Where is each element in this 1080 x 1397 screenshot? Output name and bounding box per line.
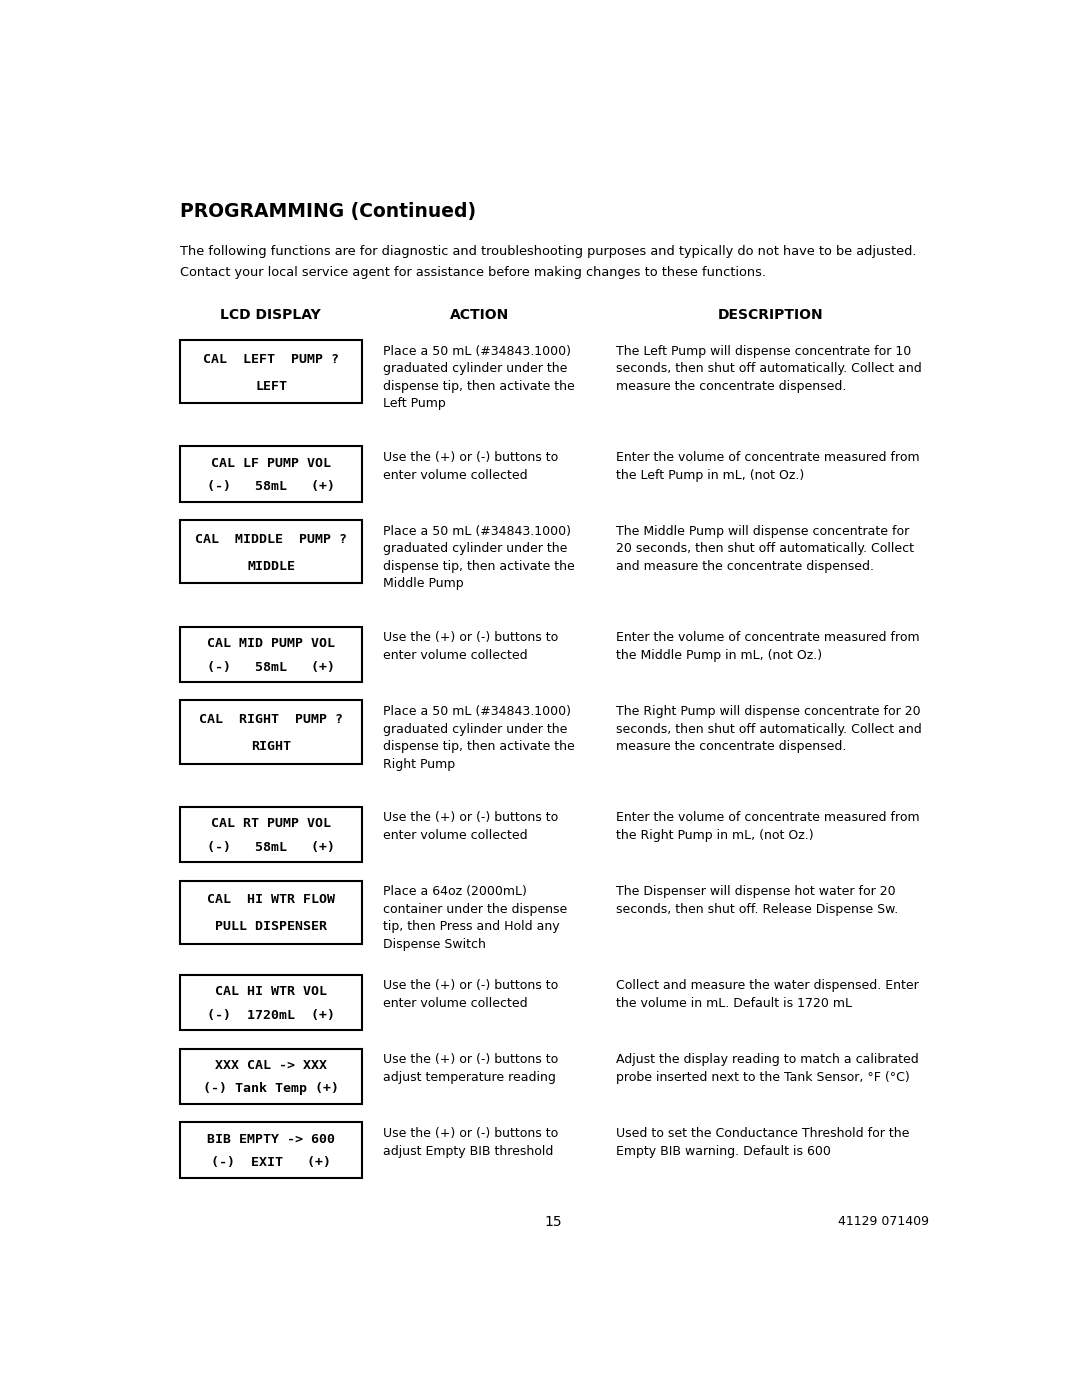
Text: PULL DISPENSER: PULL DISPENSER bbox=[215, 921, 327, 933]
Text: (-) Tank Temp (+): (-) Tank Temp (+) bbox=[203, 1083, 339, 1095]
Text: CAL  RIGHT  PUMP ?: CAL RIGHT PUMP ? bbox=[199, 712, 343, 726]
Text: DESCRIPTION: DESCRIPTION bbox=[718, 307, 823, 321]
FancyBboxPatch shape bbox=[180, 339, 362, 404]
Text: RIGHT: RIGHT bbox=[251, 740, 291, 753]
Text: (-)   58mL   (+): (-) 58mL (+) bbox=[207, 661, 335, 673]
Text: Contact your local service agent for assistance before making changes to these f: Contact your local service agent for ass… bbox=[180, 267, 766, 279]
FancyBboxPatch shape bbox=[180, 806, 362, 862]
FancyBboxPatch shape bbox=[180, 447, 362, 502]
Text: CAL RT PUMP VOL: CAL RT PUMP VOL bbox=[211, 817, 330, 830]
Text: LCD DISPLAY: LCD DISPLAY bbox=[220, 307, 321, 321]
Text: BIB EMPTY -> 600: BIB EMPTY -> 600 bbox=[207, 1133, 335, 1146]
Text: CAL  MIDDLE  PUMP ?: CAL MIDDLE PUMP ? bbox=[195, 532, 347, 546]
Text: (-)   58mL   (+): (-) 58mL (+) bbox=[207, 841, 335, 854]
FancyBboxPatch shape bbox=[180, 1122, 362, 1178]
Text: Use the (+) or (-) buttons to
adjust Empty BIB threshold: Use the (+) or (-) buttons to adjust Emp… bbox=[383, 1127, 558, 1158]
Text: Use the (+) or (-) buttons to
adjust temperature reading: Use the (+) or (-) buttons to adjust tem… bbox=[383, 1053, 558, 1084]
Text: Enter the volume of concentrate measured from
the Middle Pump in mL, (not Oz.): Enter the volume of concentrate measured… bbox=[616, 631, 919, 662]
Text: 41129 071409: 41129 071409 bbox=[838, 1215, 930, 1228]
FancyBboxPatch shape bbox=[180, 975, 362, 1030]
Text: The Middle Pump will dispense concentrate for
20 seconds, then shut off automati: The Middle Pump will dispense concentrat… bbox=[616, 525, 914, 573]
Text: CAL MID PUMP VOL: CAL MID PUMP VOL bbox=[207, 637, 335, 650]
Text: CAL HI WTR VOL: CAL HI WTR VOL bbox=[215, 985, 327, 997]
Text: PROGRAMMING (Continued): PROGRAMMING (Continued) bbox=[180, 203, 476, 221]
Text: The following functions are for diagnostic and troubleshooting purposes and typi: The following functions are for diagnost… bbox=[180, 244, 917, 257]
Text: Place a 50 mL (#34843.1000)
graduated cylinder under the
dispense tip, then acti: Place a 50 mL (#34843.1000) graduated cy… bbox=[383, 345, 575, 411]
Text: CAL  LEFT  PUMP ?: CAL LEFT PUMP ? bbox=[203, 352, 339, 366]
Text: 15: 15 bbox=[544, 1215, 563, 1229]
FancyBboxPatch shape bbox=[180, 520, 362, 584]
Text: Use the (+) or (-) buttons to
enter volume collected: Use the (+) or (-) buttons to enter volu… bbox=[383, 451, 558, 482]
Text: Place a 64oz (2000mL)
container under the dispense
tip, then Press and Hold any
: Place a 64oz (2000mL) container under th… bbox=[383, 886, 567, 951]
Text: Place a 50 mL (#34843.1000)
graduated cylinder under the
dispense tip, then acti: Place a 50 mL (#34843.1000) graduated cy… bbox=[383, 525, 575, 591]
Text: LEFT: LEFT bbox=[255, 380, 287, 393]
Text: The Right Pump will dispense concentrate for 20
seconds, then shut off automatic: The Right Pump will dispense concentrate… bbox=[616, 705, 921, 753]
Text: Enter the volume of concentrate measured from
the Left Pump in mL, (not Oz.): Enter the volume of concentrate measured… bbox=[616, 451, 919, 482]
FancyBboxPatch shape bbox=[180, 1049, 362, 1104]
Text: Used to set the Conductance Threshold for the
Empty BIB warning. Default is 600: Used to set the Conductance Threshold fo… bbox=[616, 1127, 909, 1158]
FancyBboxPatch shape bbox=[180, 880, 362, 944]
Text: CAL  HI WTR FLOW: CAL HI WTR FLOW bbox=[207, 893, 335, 907]
FancyBboxPatch shape bbox=[180, 627, 362, 682]
FancyBboxPatch shape bbox=[180, 700, 362, 764]
Text: Use the (+) or (-) buttons to
enter volume collected: Use the (+) or (-) buttons to enter volu… bbox=[383, 812, 558, 842]
Text: Use the (+) or (-) buttons to
enter volume collected: Use the (+) or (-) buttons to enter volu… bbox=[383, 631, 558, 662]
Text: Enter the volume of concentrate measured from
the Right Pump in mL, (not Oz.): Enter the volume of concentrate measured… bbox=[616, 812, 919, 842]
Text: The Dispenser will dispense hot water for 20
seconds, then shut off. Release Dis: The Dispenser will dispense hot water fo… bbox=[616, 886, 897, 916]
Text: The Left Pump will dispense concentrate for 10
seconds, then shut off automatica: The Left Pump will dispense concentrate … bbox=[616, 345, 921, 393]
Text: MIDDLE: MIDDLE bbox=[247, 560, 295, 573]
Text: (-)  1720mL  (+): (-) 1720mL (+) bbox=[207, 1009, 335, 1021]
Text: Collect and measure the water dispensed. Enter
the volume in mL. Default is 1720: Collect and measure the water dispensed.… bbox=[616, 979, 918, 1010]
Text: (-)   58mL   (+): (-) 58mL (+) bbox=[207, 481, 335, 493]
Text: Adjust the display reading to match a calibrated
probe inserted next to the Tank: Adjust the display reading to match a ca… bbox=[616, 1053, 918, 1084]
Text: ACTION: ACTION bbox=[450, 307, 510, 321]
Text: (-)  EXIT   (+): (-) EXIT (+) bbox=[211, 1157, 330, 1169]
Text: Place a 50 mL (#34843.1000)
graduated cylinder under the
dispense tip, then acti: Place a 50 mL (#34843.1000) graduated cy… bbox=[383, 705, 575, 771]
Text: XXX CAL -> XXX: XXX CAL -> XXX bbox=[215, 1059, 327, 1071]
Text: Use the (+) or (-) buttons to
enter volume collected: Use the (+) or (-) buttons to enter volu… bbox=[383, 979, 558, 1010]
Text: CAL LF PUMP VOL: CAL LF PUMP VOL bbox=[211, 457, 330, 469]
